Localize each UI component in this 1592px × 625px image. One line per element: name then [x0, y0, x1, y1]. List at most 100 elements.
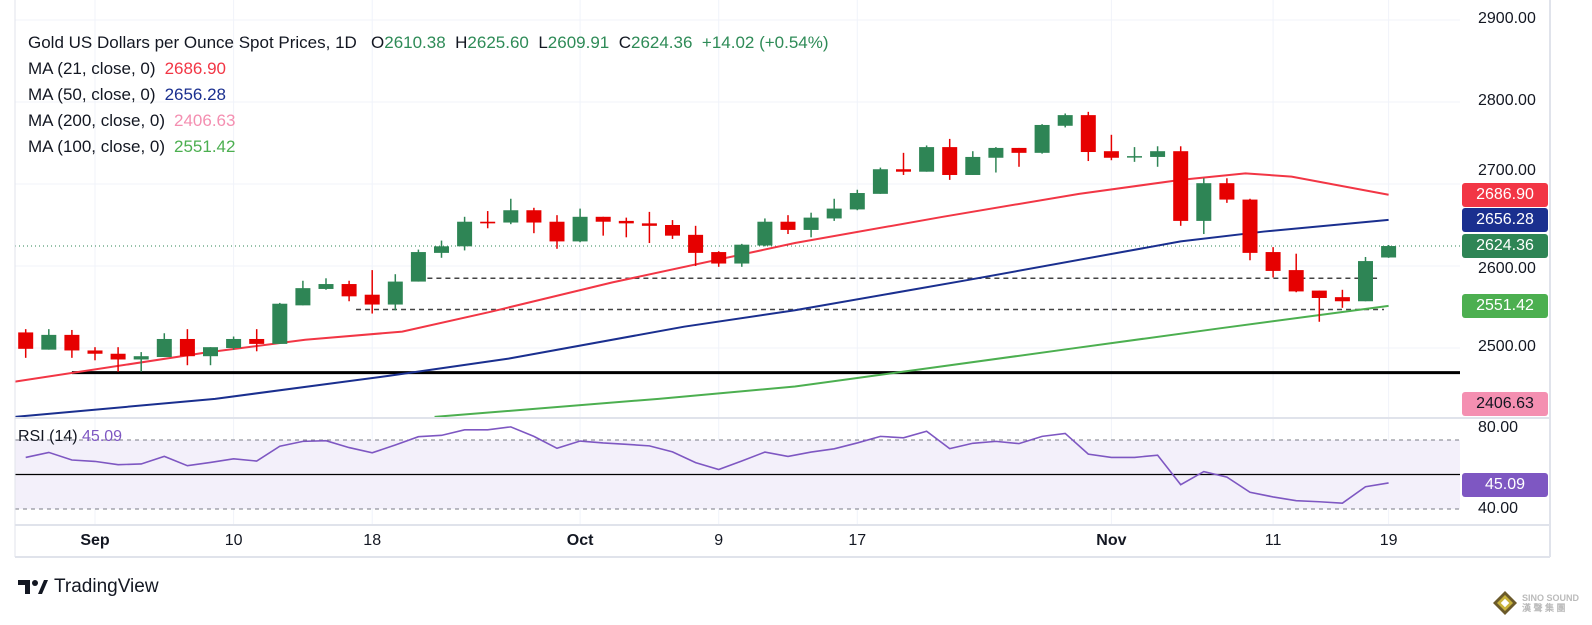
- ma50-badge: 2656.28: [1462, 208, 1548, 232]
- candle-body: [1311, 290, 1327, 298]
- candle-body: [1057, 115, 1073, 126]
- time-tick-label: 19: [1379, 532, 1398, 549]
- indicator-value: 2656.28: [164, 85, 227, 104]
- candle-body: [1358, 261, 1373, 302]
- low-value: 2609.91: [547, 33, 610, 52]
- candle-body: [1196, 183, 1212, 221]
- indicator-label: MA (50, close, 0): [28, 85, 156, 104]
- candle-body: [18, 332, 34, 349]
- rsi-badge: 45.09: [1462, 473, 1548, 497]
- candle-body: [434, 246, 449, 253]
- change-value: +14.02 (+0.54%): [701, 33, 829, 52]
- candle-body: [41, 334, 57, 350]
- candle-body: [919, 147, 935, 172]
- candle: [549, 215, 565, 249]
- candle-body: [572, 216, 588, 242]
- time-tick-label: 18: [363, 532, 382, 549]
- indicator-label: MA (21, close, 0): [28, 59, 156, 78]
- candle: [133, 352, 149, 372]
- candle: [965, 151, 981, 175]
- price-tick: 2800.00: [1478, 92, 1536, 109]
- indicator-ma21[interactable]: MA (21, close, 0) 2686.90: [28, 56, 829, 82]
- candle-body: [549, 221, 565, 242]
- candle: [1381, 245, 1397, 258]
- candle-body: [526, 210, 542, 223]
- candle-body: [1011, 147, 1027, 153]
- candle: [1334, 289, 1350, 308]
- candle-body: [803, 217, 819, 230]
- open-label: O: [371, 33, 385, 52]
- candle: [156, 333, 172, 358]
- indicator-label: MA (100, close, 0): [28, 137, 166, 156]
- candle: [780, 215, 796, 235]
- close-value: 2624.36: [630, 33, 693, 52]
- candle-body: [341, 284, 357, 297]
- candle: [734, 243, 750, 267]
- candles: [18, 111, 1397, 372]
- candle: [41, 329, 57, 350]
- watermark-line2: 漢 聲 集 團: [1522, 603, 1566, 613]
- symbol-title[interactable]: Gold US Dollars per Ounce Spot Prices, 1…: [28, 33, 357, 52]
- moving-average-line: [14, 172, 1389, 383]
- candle: [249, 329, 265, 352]
- candle: [618, 217, 634, 238]
- candle: [849, 189, 865, 211]
- candle: [872, 167, 888, 194]
- candle-body: [826, 208, 842, 219]
- candle-body: [1265, 252, 1281, 271]
- indicator-ma100[interactable]: MA (100, close, 0) 2551.42: [28, 134, 829, 160]
- candle-body: [156, 338, 172, 358]
- rsi-legend[interactable]: RSI (14) 45.09: [18, 428, 122, 446]
- candle: [1219, 178, 1235, 203]
- candle: [803, 212, 819, 238]
- candle: [526, 207, 542, 234]
- candle: [942, 138, 958, 180]
- candle-body: [595, 216, 611, 222]
- candle-body: [1288, 270, 1304, 292]
- indicator-label: MA (200, close, 0): [28, 111, 166, 130]
- candle: [1080, 111, 1096, 162]
- candle-body: [480, 221, 496, 224]
- rsi-tick: 80.00: [1478, 419, 1519, 436]
- time-tick-label: 9: [714, 532, 724, 549]
- rsi-tick: 40.00: [1478, 500, 1519, 517]
- candle: [1358, 256, 1373, 302]
- candle: [1034, 124, 1050, 154]
- rsi-label: RSI (14): [18, 428, 78, 445]
- candle-body: [1034, 124, 1050, 153]
- candle-body: [942, 147, 958, 175]
- watermark-line1: SINO SOUND: [1522, 593, 1580, 603]
- candle: [179, 329, 195, 366]
- candle-body: [1334, 297, 1350, 302]
- indicator-ma50[interactable]: MA (50, close, 0) 2656.28: [28, 82, 829, 108]
- candle: [1173, 146, 1189, 226]
- indicator-ma200[interactable]: MA (200, close, 0) 2406.63: [28, 108, 829, 134]
- candle-body: [133, 356, 149, 360]
- candle: [457, 216, 473, 251]
- candle: [595, 216, 611, 236]
- rsi-pane[interactable]: [15, 439, 1460, 510]
- candle-body: [665, 225, 680, 236]
- candle-body: [757, 221, 773, 246]
- candle: [1196, 178, 1212, 235]
- candle: [665, 220, 680, 239]
- candle-body: [203, 347, 218, 357]
- candle-body: [688, 234, 704, 253]
- candle-body: [988, 147, 1004, 158]
- moving-average-line: [14, 218, 1389, 418]
- candle: [272, 302, 288, 344]
- candle-body: [1080, 115, 1096, 153]
- candle-body: [110, 353, 126, 360]
- candle-body: [618, 220, 634, 224]
- rsi-value: 45.09: [82, 428, 123, 445]
- candle-body: [410, 252, 426, 282]
- candle-body: [387, 281, 403, 305]
- time-tick-label: Oct: [566, 532, 594, 549]
- horizontal-lines[interactable]: [15, 245, 1460, 375]
- candle-body: [64, 334, 80, 351]
- candle-body: [226, 338, 242, 348]
- candle-body: [1103, 151, 1119, 158]
- tradingview-logo[interactable]: TradingView: [18, 576, 159, 598]
- candle: [110, 347, 126, 372]
